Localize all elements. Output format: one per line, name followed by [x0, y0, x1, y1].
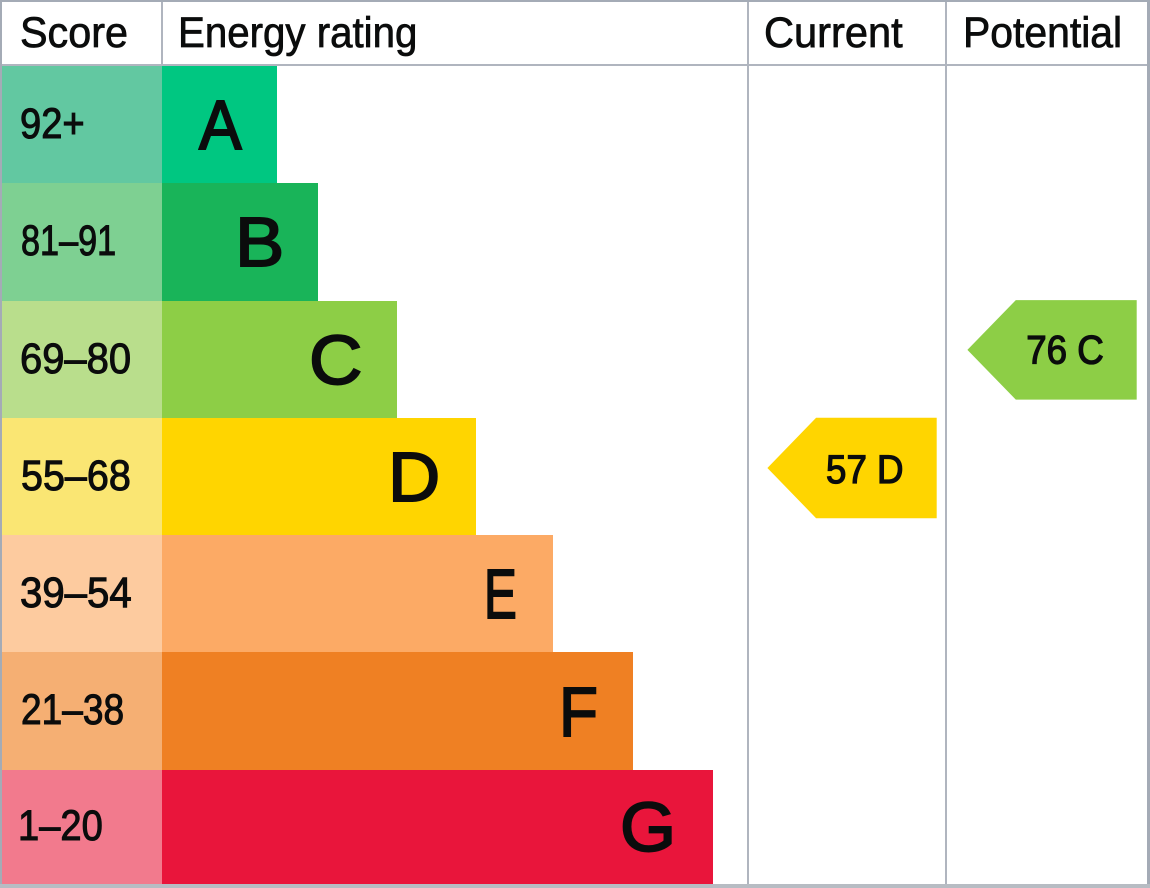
svg-text:76 C: 76 C [1026, 329, 1104, 373]
svg-text:57 D: 57 D [826, 448, 904, 492]
